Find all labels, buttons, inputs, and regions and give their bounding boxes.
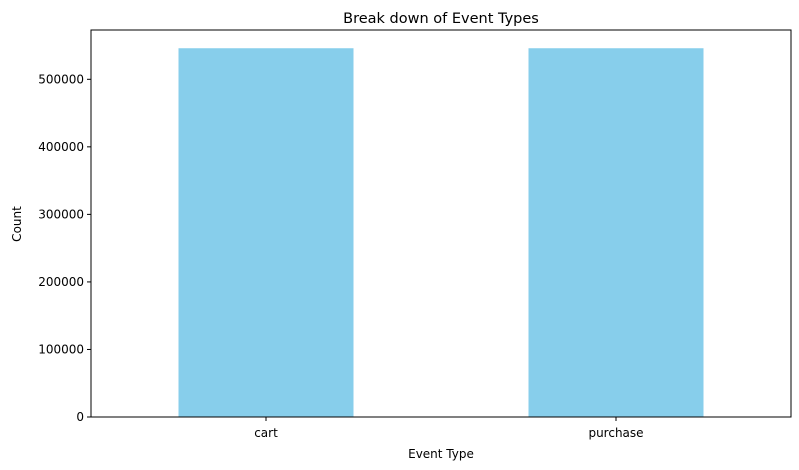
y-axis-ticks: 0 100000 200000 300000 400000 500000 (38, 72, 91, 424)
x-tick-label: cart (254, 426, 278, 440)
y-tick-label: 300000 (38, 207, 84, 221)
x-tick-label: purchase (588, 426, 643, 440)
y-tick-label: 400000 (38, 140, 84, 154)
chart-title: Break down of Event Types (343, 11, 539, 27)
y-tick-label: 100000 (38, 342, 84, 356)
bar-cart (178, 48, 354, 418)
bars-group (178, 48, 704, 418)
y-tick-label: 500000 (38, 72, 84, 86)
y-axis-label: Count (10, 206, 24, 242)
y-tick-label: 200000 (38, 275, 84, 289)
plot-area-frame (90, 29, 792, 418)
x-axis-ticks: cart purchase (254, 417, 644, 440)
y-tick-label: 0 (76, 410, 84, 424)
bar-purchase (528, 48, 704, 418)
x-axis-label: Event Type (408, 447, 474, 461)
